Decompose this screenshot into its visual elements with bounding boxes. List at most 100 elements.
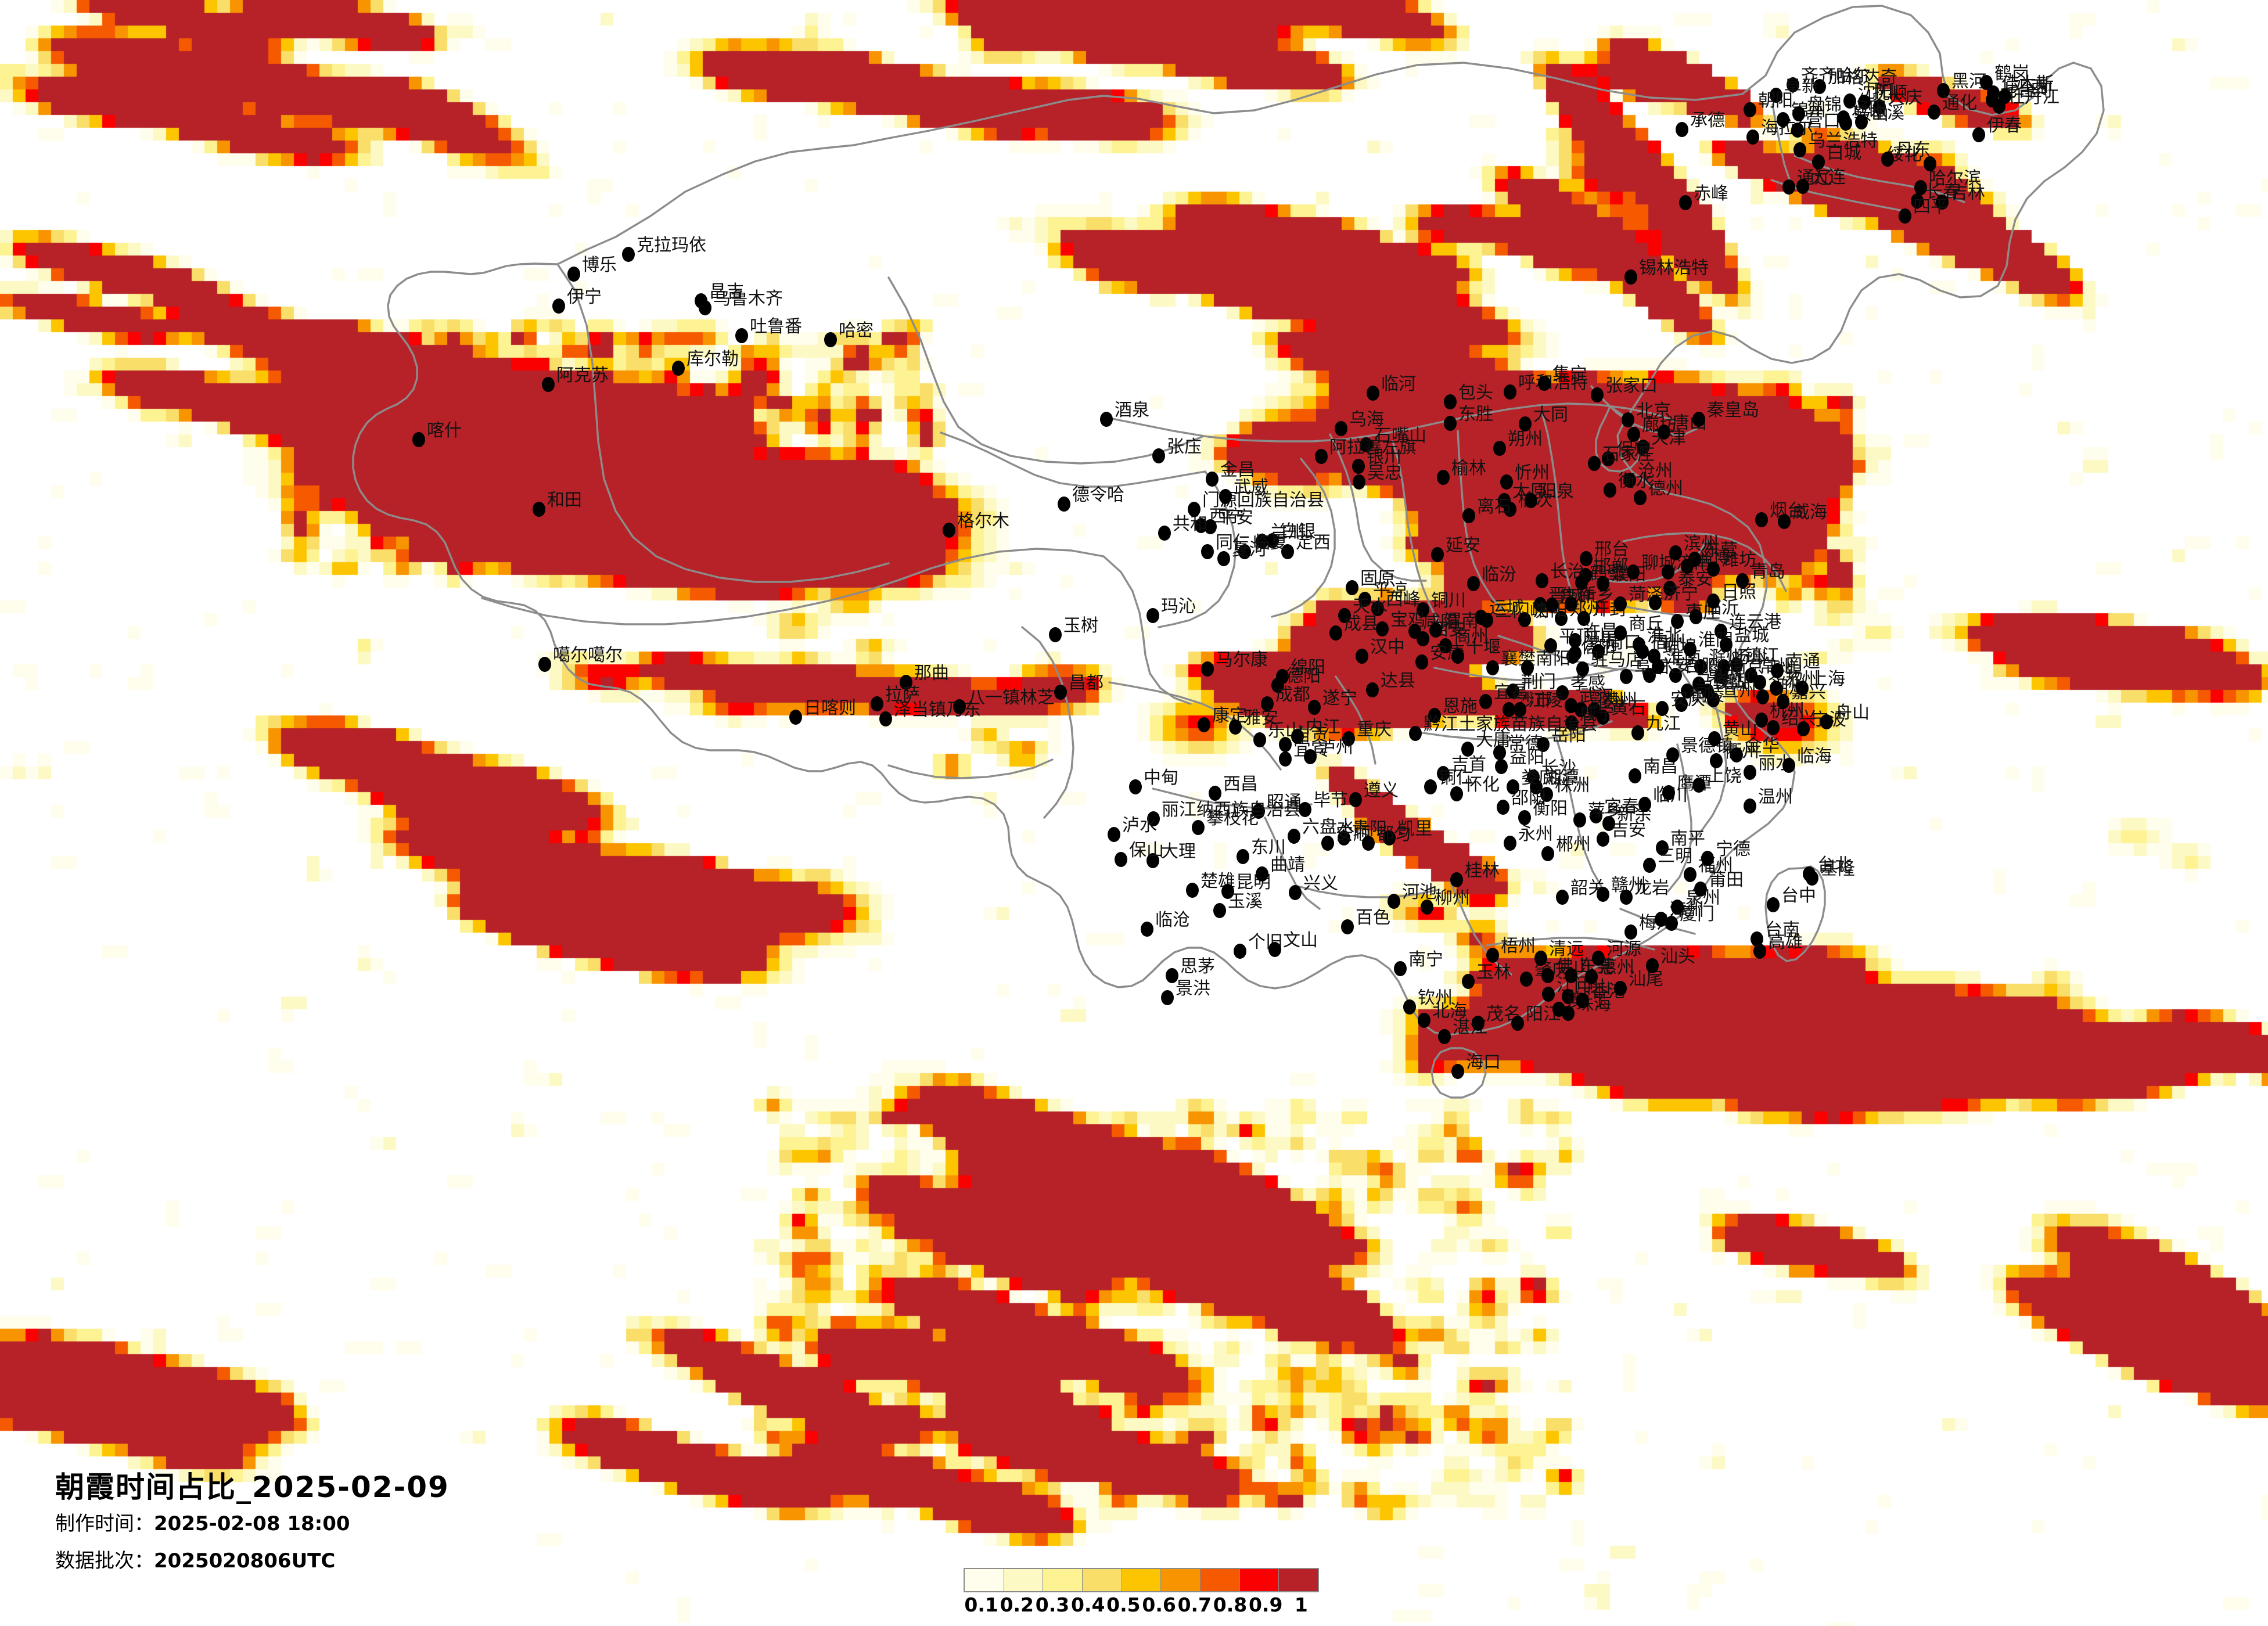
city-dot-icon: [1675, 697, 1688, 712]
city-dot-icon: [1708, 731, 1721, 746]
city-dot-icon: [1679, 195, 1692, 210]
province-border-gansu-west: [887, 276, 1203, 465]
province-border-guangdong-n: [1486, 937, 1655, 951]
city-label: 库尔勒: [686, 349, 739, 369]
city-label: 济宁: [1663, 584, 1698, 604]
colorbar-tick-5: 0.5: [1106, 1593, 1141, 1616]
province-border-shandong-s: [1625, 606, 1739, 627]
city-label: 阿克苏: [556, 365, 609, 386]
city-label: 滨州: [1684, 534, 1719, 554]
city-dot-icon: [1577, 611, 1590, 626]
city-label: 内江: [1306, 717, 1340, 738]
colorbar-tick-9: 0.9: [1248, 1593, 1283, 1616]
city-dot-icon: [1521, 660, 1534, 675]
city-dot-icon: [1792, 106, 1805, 121]
city-label: 新乡: [1579, 585, 1614, 605]
city-label: 郴州: [1556, 834, 1591, 855]
city-dot-icon: [1253, 732, 1266, 747]
city-dot-icon: [1585, 969, 1598, 984]
data-batch-label: 数据批次：: [55, 1549, 154, 1573]
city-dot-icon: [1782, 179, 1795, 195]
city-dot-icon: [1565, 698, 1577, 713]
city-dot-icon: [1058, 497, 1070, 512]
city-label: 伊春: [1987, 116, 2022, 136]
national-border: [352, 5, 2105, 1036]
city-dot-icon: [1648, 649, 1660, 664]
city-dot-icon: [1450, 872, 1463, 887]
city-dot-icon: [1730, 657, 1743, 672]
city-dot-icon: [1204, 519, 1217, 534]
city-label: 宿州: [1651, 632, 1685, 653]
city-dot-icon: [1770, 88, 1782, 103]
city-label: 毕节: [1313, 790, 1348, 811]
city-dot-icon: [1843, 93, 1856, 109]
city-dot-icon: [1438, 1029, 1451, 1044]
city-label: 噶尔噶尔: [553, 645, 623, 665]
city-label: 黄石: [1611, 698, 1646, 718]
city-dot-icon: [1778, 514, 1791, 529]
city-dot-icon: [1590, 808, 1602, 823]
city-dot-icon: [1881, 152, 1894, 167]
production-time-line: 制作时间：2025-02-08 18:00: [55, 1505, 450, 1542]
city-label: 丽江纳西族自治县: [1162, 800, 1301, 820]
city-label: 龙岩: [1634, 878, 1669, 898]
city-dot-icon: [1937, 83, 1950, 98]
city-dot-icon: [1665, 916, 1678, 931]
city-dot-icon: [1688, 552, 1701, 567]
city-dot-icon: [1767, 720, 1780, 735]
city-label: 岳阳: [1551, 725, 1586, 746]
city-dot-icon: [1631, 725, 1644, 740]
city-dot-icon: [1304, 749, 1317, 764]
colorbar-tick-3: 0.3: [1035, 1593, 1070, 1616]
city-dot-icon: [1158, 526, 1171, 541]
colorbar-band-1: [965, 1569, 1004, 1591]
colorbar-tick-4: 0.4: [1070, 1593, 1105, 1616]
city-dot-icon: [1684, 867, 1696, 882]
city-dot-icon: [1562, 989, 1575, 1004]
city-label: 河源: [1606, 939, 1641, 959]
city-label: 曲靖: [1270, 855, 1305, 875]
city-label: 玉树: [1063, 616, 1098, 636]
city-dot-icon: [953, 699, 966, 714]
province-border-shandong: [1622, 532, 1787, 592]
city-dot-icon: [1504, 384, 1516, 400]
city-label: 钦州: [1418, 988, 1453, 1008]
city-label: 海口: [1466, 1052, 1501, 1073]
city-label: 平凉: [1373, 580, 1408, 600]
city-dot-icon: [1268, 942, 1281, 957]
city-label: 宣州: [1721, 681, 1756, 701]
city-label: 南阳: [1536, 649, 1570, 669]
city-label: 临夏: [1253, 533, 1288, 553]
city-dot-icon: [1451, 1064, 1464, 1079]
city-dot-icon: [1597, 832, 1609, 847]
city-dot-icon: [1100, 412, 1113, 427]
city-dot-icon: [1694, 882, 1707, 897]
province-border-sichuan-s: [1152, 787, 1313, 810]
colorbar-tick-2: 0.2: [1000, 1593, 1034, 1616]
city-label: 秦皇岛: [1707, 400, 1759, 420]
city-label: 永州: [1518, 824, 1553, 844]
city-dot-icon: [1676, 122, 1688, 137]
city-dot-icon: [1777, 112, 1789, 127]
city-label: 北京: [1636, 401, 1671, 421]
city-dot-icon: [1662, 564, 1674, 580]
city-label: 北海: [1432, 1001, 1467, 1021]
city-dot-icon: [1556, 685, 1569, 700]
city-dot-icon: [1054, 685, 1067, 700]
city-label: 承德: [1690, 110, 1725, 131]
city-dot-icon: [1431, 547, 1444, 562]
city-dot-icon: [1614, 596, 1627, 611]
city-label: 威海: [1792, 502, 1827, 523]
production-time-value: 2025-02-08 18:00: [154, 1512, 350, 1535]
province-border-hebei: [1590, 385, 1698, 436]
city-label: 攀枝花: [1206, 808, 1259, 829]
city-label: 朝阳: [1758, 91, 1793, 111]
city-dot-icon: [1451, 649, 1464, 664]
city-label: 江陵: [1528, 690, 1563, 711]
city-dot-icon: [1217, 551, 1230, 566]
city-label: 芜湖: [1716, 672, 1751, 692]
city-dot-icon: [1541, 968, 1554, 983]
city-dot-icon: [1511, 1016, 1524, 1031]
city-dot-icon: [1146, 608, 1159, 623]
